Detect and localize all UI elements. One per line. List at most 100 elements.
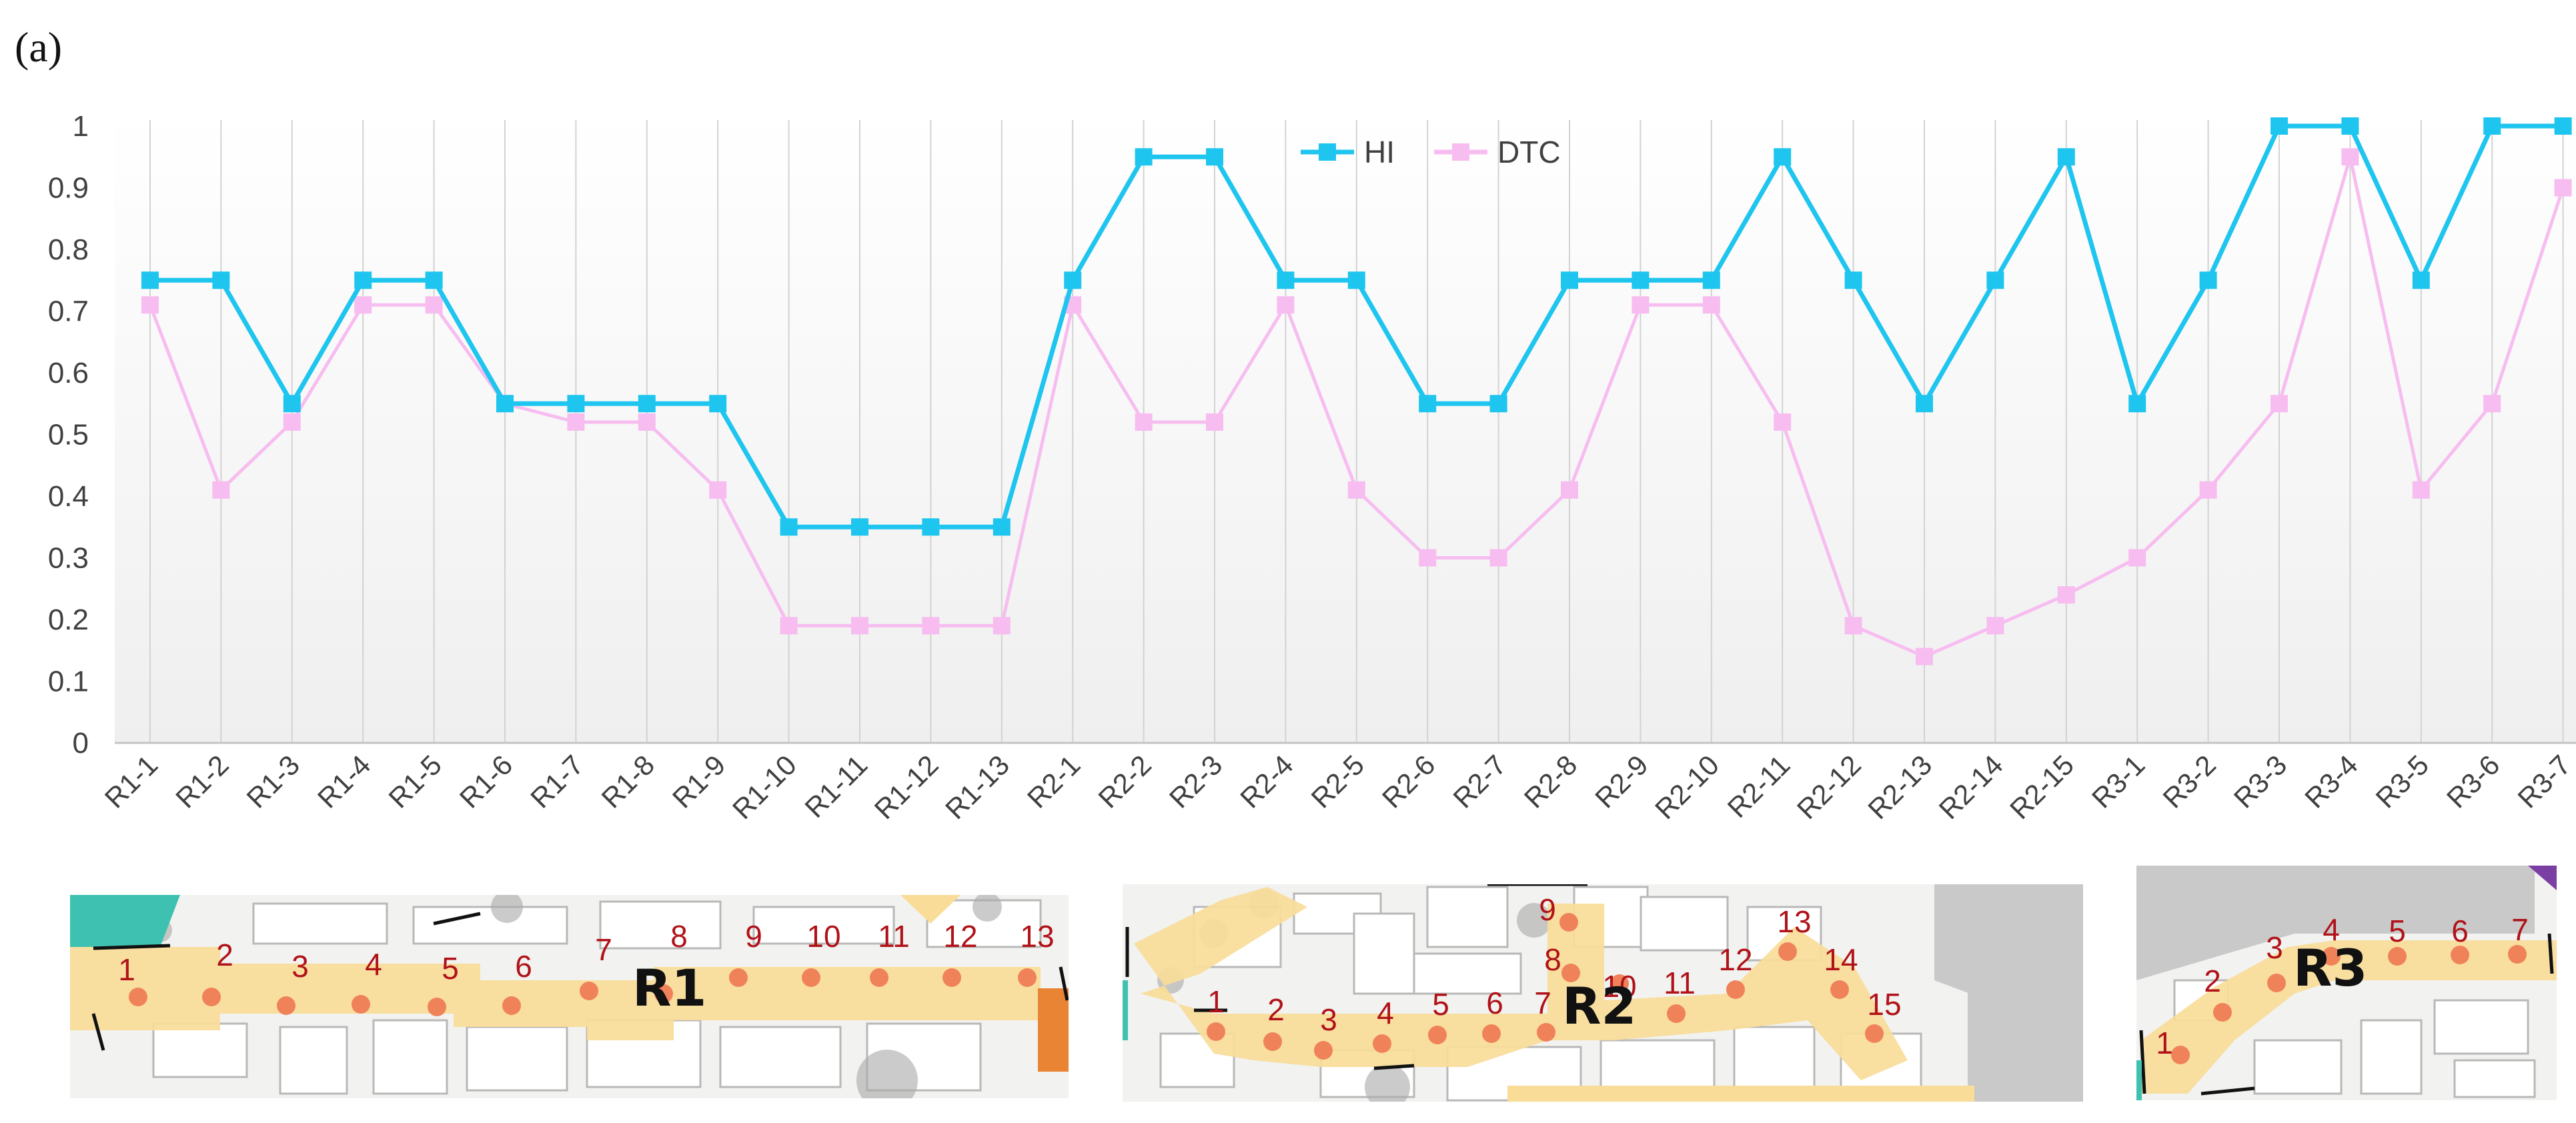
map-point-label: 10 <box>1602 969 1636 1004</box>
x-tick-label: R1-6 <box>454 749 519 814</box>
panel-label: (a) <box>15 23 62 71</box>
legend-hi-swatch-marker <box>1319 143 1336 161</box>
map-point-marker <box>502 996 521 1015</box>
x-tick-label: R2-11 <box>1722 749 1796 824</box>
x-tick-label: R2-1 <box>1021 749 1087 814</box>
map-point-marker <box>1667 1004 1686 1023</box>
map-point-marker <box>870 968 888 987</box>
x-tick-label: R2-13 <box>1862 749 1938 825</box>
x-tick-label: R1-9 <box>666 749 732 814</box>
map-point-marker <box>942 968 961 987</box>
map-point-label: 9 <box>745 919 762 954</box>
series-hi-marker <box>1986 271 2004 289</box>
map-point-marker <box>1207 1022 1225 1041</box>
series-hi-marker <box>1419 395 1437 413</box>
map-point-label: 7 <box>595 932 612 967</box>
map-point-marker <box>1610 974 1629 993</box>
map-point-label: 14 <box>1824 942 1858 977</box>
series-dtc-marker <box>1561 481 1578 499</box>
x-tick-label: R2-12 <box>1791 749 1867 825</box>
map-point-label: 2 <box>1267 992 1285 1027</box>
series-hi-marker <box>1064 271 1082 289</box>
map-point-marker <box>654 984 673 1003</box>
series-dtc-marker <box>1135 413 1153 431</box>
map-r2-walkway-strip <box>1507 1086 1974 1102</box>
series-dtc-marker <box>354 296 372 314</box>
map-point-marker <box>1537 1023 1555 1042</box>
map-point-label: 3 <box>1320 1002 1337 1037</box>
map-point-marker <box>352 995 370 1014</box>
map-point-marker <box>729 968 748 987</box>
x-tick-label: R2-10 <box>1649 749 1725 825</box>
map-point-label: 6 <box>515 949 532 984</box>
map-point-marker <box>1561 964 1580 982</box>
x-tick-label: R1-3 <box>241 749 306 814</box>
map-point-marker <box>1830 980 1849 999</box>
map-r3-purple-corner <box>2528 866 2557 890</box>
x-tick-label: R2-7 <box>1447 749 1512 814</box>
map-point-label: 15 <box>1867 987 1901 1022</box>
map-r3-walkway <box>2141 940 2557 1094</box>
series-dtc-marker <box>425 296 443 314</box>
series-dtc-marker <box>567 413 585 431</box>
map-r2-dark-lines <box>1125 884 1587 1070</box>
series-hi-marker <box>2057 148 2075 166</box>
series-hi-marker <box>425 271 443 289</box>
series-hi-marker <box>709 395 727 413</box>
x-tick-label: R3-5 <box>2370 749 2435 814</box>
map-point-label: 10 <box>806 919 840 954</box>
x-tick-label: R2-3 <box>1163 749 1229 814</box>
x-axis-ticks: R1-1 R1-2 R1-3 R1-4 R1-5 R1-6 R1-7 R1-8 R1-9R1-1… <box>99 749 2576 825</box>
series-hi-marker <box>2483 117 2501 135</box>
series-hi-marker <box>993 518 1011 536</box>
map-point-label: 3 <box>291 949 309 984</box>
map-r1-blocks <box>92 899 1042 1095</box>
series-hi-marker <box>1916 395 1933 413</box>
series-dtc-marker <box>1206 413 1223 431</box>
map-r1-walkway <box>70 947 1041 1040</box>
y-tick-label: 0.3 <box>48 542 89 575</box>
series-dtc-marker <box>2483 395 2501 413</box>
map-r3: 12 3 4 5 6 7 R3 <box>2136 866 2557 1100</box>
map-r1: 1 2 3 4 5 6 7 8 9 10 11 12 13 R1 <box>70 895 1069 1098</box>
map-point-marker <box>2508 945 2527 964</box>
map-r1-dark-lines <box>91 912 1069 1051</box>
x-tick-label: R1-5 <box>382 749 448 814</box>
series-dtc-marker <box>638 413 656 431</box>
map-point-label: 6 <box>2451 914 2469 948</box>
series-hi-marker <box>780 518 798 536</box>
series-dtc-marker <box>1277 296 1295 314</box>
y-axis-ticks: 0 0.1 0.2 0.3 0.4 0.5 0.6 0.7 0.8 0.9 1 <box>48 110 89 760</box>
x-tick-label: R2-2 <box>1092 749 1157 814</box>
x-tick-label: R3-7 <box>2511 749 2576 814</box>
map-point-marker <box>1428 1026 1447 1044</box>
series-hi-marker <box>1489 395 1507 413</box>
series-hi-marker <box>2271 117 2288 135</box>
map-point-label: 4 <box>1377 996 1394 1030</box>
y-tick-label: 0.5 <box>48 419 89 451</box>
series-dtc-marker <box>1844 617 1862 635</box>
map-point-label: 12 <box>943 919 977 954</box>
series-dtc-marker <box>2341 148 2359 166</box>
map-point-label: 8 <box>670 919 688 954</box>
map-point-marker <box>1314 1041 1333 1060</box>
x-tick-label: R3-6 <box>2441 749 2506 814</box>
series-hi-marker <box>1277 271 1295 289</box>
y-tick-label: 0.7 <box>48 295 89 328</box>
x-tick-label: R2-14 <box>1933 749 2009 825</box>
series-dtc-marker <box>2554 179 2572 197</box>
legend: HI DTC <box>1301 135 1561 169</box>
series-hi-marker <box>1135 148 1153 166</box>
map-point-marker <box>802 968 820 987</box>
series-hi-marker <box>1206 148 1223 166</box>
map-r3-points: 12 3 4 5 6 7 <box>2156 912 2529 1064</box>
map-point-marker <box>2451 946 2469 964</box>
series-hi-marker <box>1702 271 1720 289</box>
map-point-marker <box>129 988 147 1006</box>
map-point-marker <box>1018 968 1037 987</box>
series-dtc-marker <box>2412 481 2430 499</box>
map-point-marker <box>2213 1003 2232 1022</box>
